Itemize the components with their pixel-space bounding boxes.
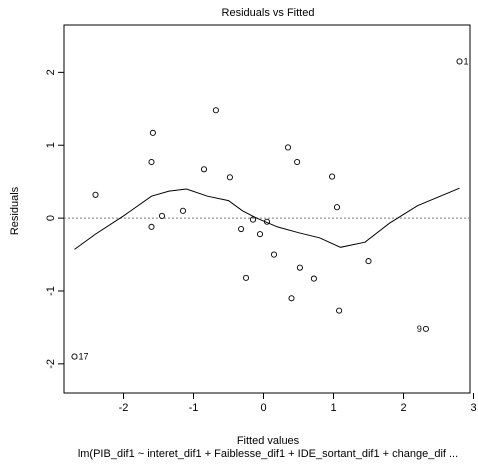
x-tick-label: -1 xyxy=(189,402,199,414)
data-point xyxy=(336,307,343,314)
data-point xyxy=(148,158,155,166)
data-point xyxy=(226,174,233,181)
x-axis-label: Fitted values xyxy=(237,435,300,447)
x-tick-label: 2 xyxy=(400,402,406,414)
x-axis: -2 -1 0 1 2 3 xyxy=(119,393,477,414)
data-point xyxy=(284,144,292,151)
data-point xyxy=(238,225,245,233)
data-point xyxy=(200,166,208,173)
point-label: 1 xyxy=(464,56,469,66)
data-point xyxy=(256,231,264,238)
data-point xyxy=(310,275,317,282)
data-point xyxy=(242,274,250,281)
data-point xyxy=(158,212,166,219)
data-point xyxy=(270,251,278,258)
plot-frame xyxy=(63,24,471,394)
data-point xyxy=(365,258,372,265)
plot-area xyxy=(63,24,471,394)
y-tick-label: -1 xyxy=(45,286,57,296)
data-point xyxy=(456,58,463,65)
data-point xyxy=(149,129,156,136)
data-point xyxy=(288,295,295,302)
y-tick-label: 0 xyxy=(45,215,57,221)
point-label: 9 xyxy=(417,324,422,334)
data-point xyxy=(329,173,336,180)
y-tick-label: 2 xyxy=(45,69,57,75)
y-axis-label: Residuals xyxy=(9,186,21,235)
data-point xyxy=(249,216,257,223)
y-tick-label: -2 xyxy=(45,359,57,369)
lowess-smooth-line xyxy=(74,187,460,250)
x-axis-subtitle: lm(PIB_dif1 ~ interet_dif1 + Faiblesse_d… xyxy=(78,448,458,460)
data-point xyxy=(212,107,219,114)
smooth-line-group xyxy=(74,187,460,250)
data-point xyxy=(296,264,303,271)
x-tick-label: 3 xyxy=(470,402,476,414)
data-point xyxy=(148,223,155,230)
point-label: 17 xyxy=(79,352,89,362)
data-point xyxy=(179,207,187,214)
data-point xyxy=(294,158,301,166)
data-point xyxy=(71,353,78,360)
y-axis: -2 -1 0 1 2 xyxy=(45,69,64,369)
data-point xyxy=(92,191,99,198)
x-tick-label: 1 xyxy=(330,402,336,414)
x-tick-label: -2 xyxy=(119,402,129,414)
data-point xyxy=(422,325,429,332)
data-point xyxy=(333,204,341,211)
y-tick-label: 1 xyxy=(45,142,57,148)
x-tick-label: 0 xyxy=(260,402,266,414)
data-point xyxy=(263,218,271,225)
chart-title: Residuals vs Fitted xyxy=(222,7,315,19)
